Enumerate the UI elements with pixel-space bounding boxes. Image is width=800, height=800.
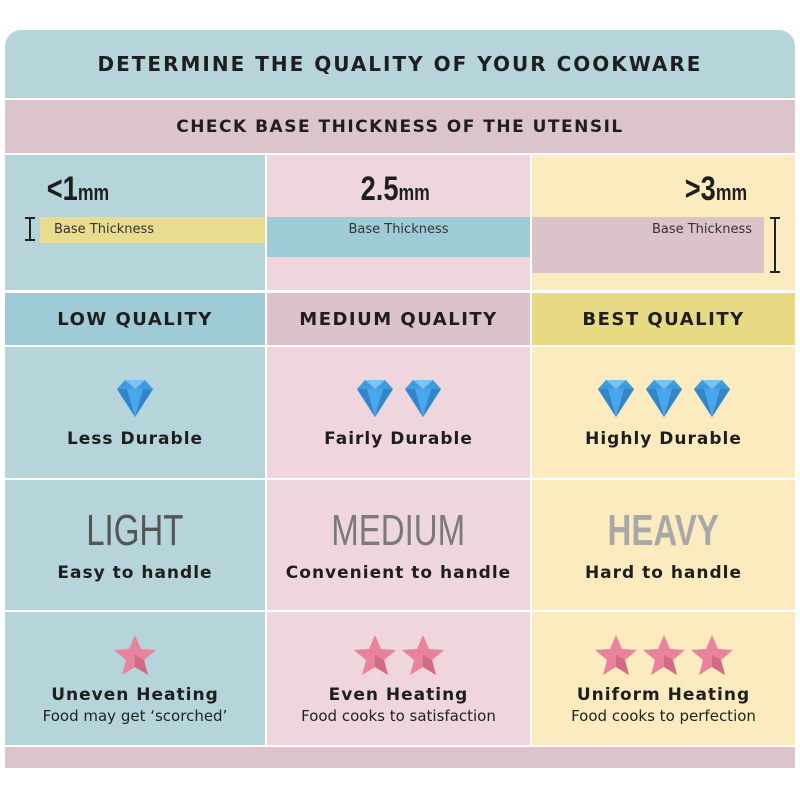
thickness-marker-icon xyxy=(25,217,35,241)
diamond-rating xyxy=(353,377,445,421)
base-bar: Base Thickness xyxy=(267,217,530,257)
heating-label: Uniform Heating xyxy=(576,684,751,705)
heating-note: Food may get ‘scorched’ xyxy=(42,706,228,725)
heating-cell: Even Heating Food cooks to satisfaction xyxy=(267,612,530,745)
weight-cell: HEAVY Hard to handle xyxy=(532,480,795,610)
handling-label: Easy to handle xyxy=(57,563,213,583)
diamond-icon xyxy=(404,379,441,417)
diamond-icon xyxy=(117,379,153,417)
thickness-cell-best: >3mm Base Thickness xyxy=(532,155,795,290)
weight-cell: LIGHT Easy to handle xyxy=(5,480,265,610)
bottom-strip xyxy=(5,747,795,768)
weight-label: LIGHT xyxy=(86,506,184,555)
thickness-marker-icon xyxy=(770,217,780,273)
thickness-value: >3mm xyxy=(684,170,748,208)
heating-note: Food cooks to perfection xyxy=(571,706,756,725)
weight-label: MEDIUM xyxy=(331,506,466,555)
star-icon xyxy=(353,634,396,675)
thickness-cell-medium: 2.5mm Base Thickness xyxy=(267,155,530,290)
durability-label: Fairly Durable xyxy=(324,428,473,449)
diamond-rating xyxy=(594,377,734,421)
star-rating xyxy=(113,633,157,677)
star-icon xyxy=(690,634,733,675)
durability-label: Less Durable xyxy=(66,428,204,449)
heating-cell: Uneven Heating Food may get ‘scorched’ xyxy=(5,612,265,745)
weight-cell: MEDIUM Convenient to handle xyxy=(267,480,530,610)
quality-medium: MEDIUM QUALITY xyxy=(267,293,530,345)
handling-label: Convenient to handle xyxy=(285,563,512,583)
base-bar: Base Thickness xyxy=(532,217,764,273)
durability-cell: Less Durable xyxy=(5,347,265,478)
subtitle: CHECK BASE THICKNESS OF THE UTENSIL xyxy=(5,100,795,153)
page-title: DETERMINE THE QUALITY OF YOUR COOKWARE xyxy=(5,30,795,98)
durability-cell: Highly Durable xyxy=(532,347,795,478)
thickness-cell-low: <1mm Base Thickness xyxy=(5,155,265,290)
quality-best: BEST QUALITY xyxy=(532,293,795,345)
star-icon xyxy=(642,634,685,675)
handling-label: Hard to handle xyxy=(584,563,743,583)
durability-label: Highly Durable xyxy=(585,428,742,449)
diamond-icon xyxy=(645,379,682,417)
durability-cell: Fairly Durable xyxy=(267,347,530,478)
heating-note: Food cooks to satisfaction xyxy=(301,706,496,725)
diamond-icon xyxy=(356,379,393,417)
diamond-icon xyxy=(693,379,730,417)
quality-low: LOW QUALITY xyxy=(5,293,265,345)
thickness-value: <1mm xyxy=(46,170,110,208)
star-rating xyxy=(353,633,445,677)
heating-cell: Uniform Heating Food cooks to perfection xyxy=(532,612,795,745)
star-icon xyxy=(114,634,156,675)
heating-label: Uneven Heating xyxy=(51,684,219,705)
base-bar: Base Thickness xyxy=(40,217,265,243)
star-icon xyxy=(594,634,637,675)
thickness-value: 2.5mm xyxy=(360,170,430,208)
diamond-rating xyxy=(113,377,157,421)
star-icon xyxy=(401,634,444,675)
diamond-icon xyxy=(597,379,634,417)
heating-label: Even Heating xyxy=(328,684,469,705)
weight-label: HEAVY xyxy=(607,506,720,555)
star-rating xyxy=(594,633,734,677)
